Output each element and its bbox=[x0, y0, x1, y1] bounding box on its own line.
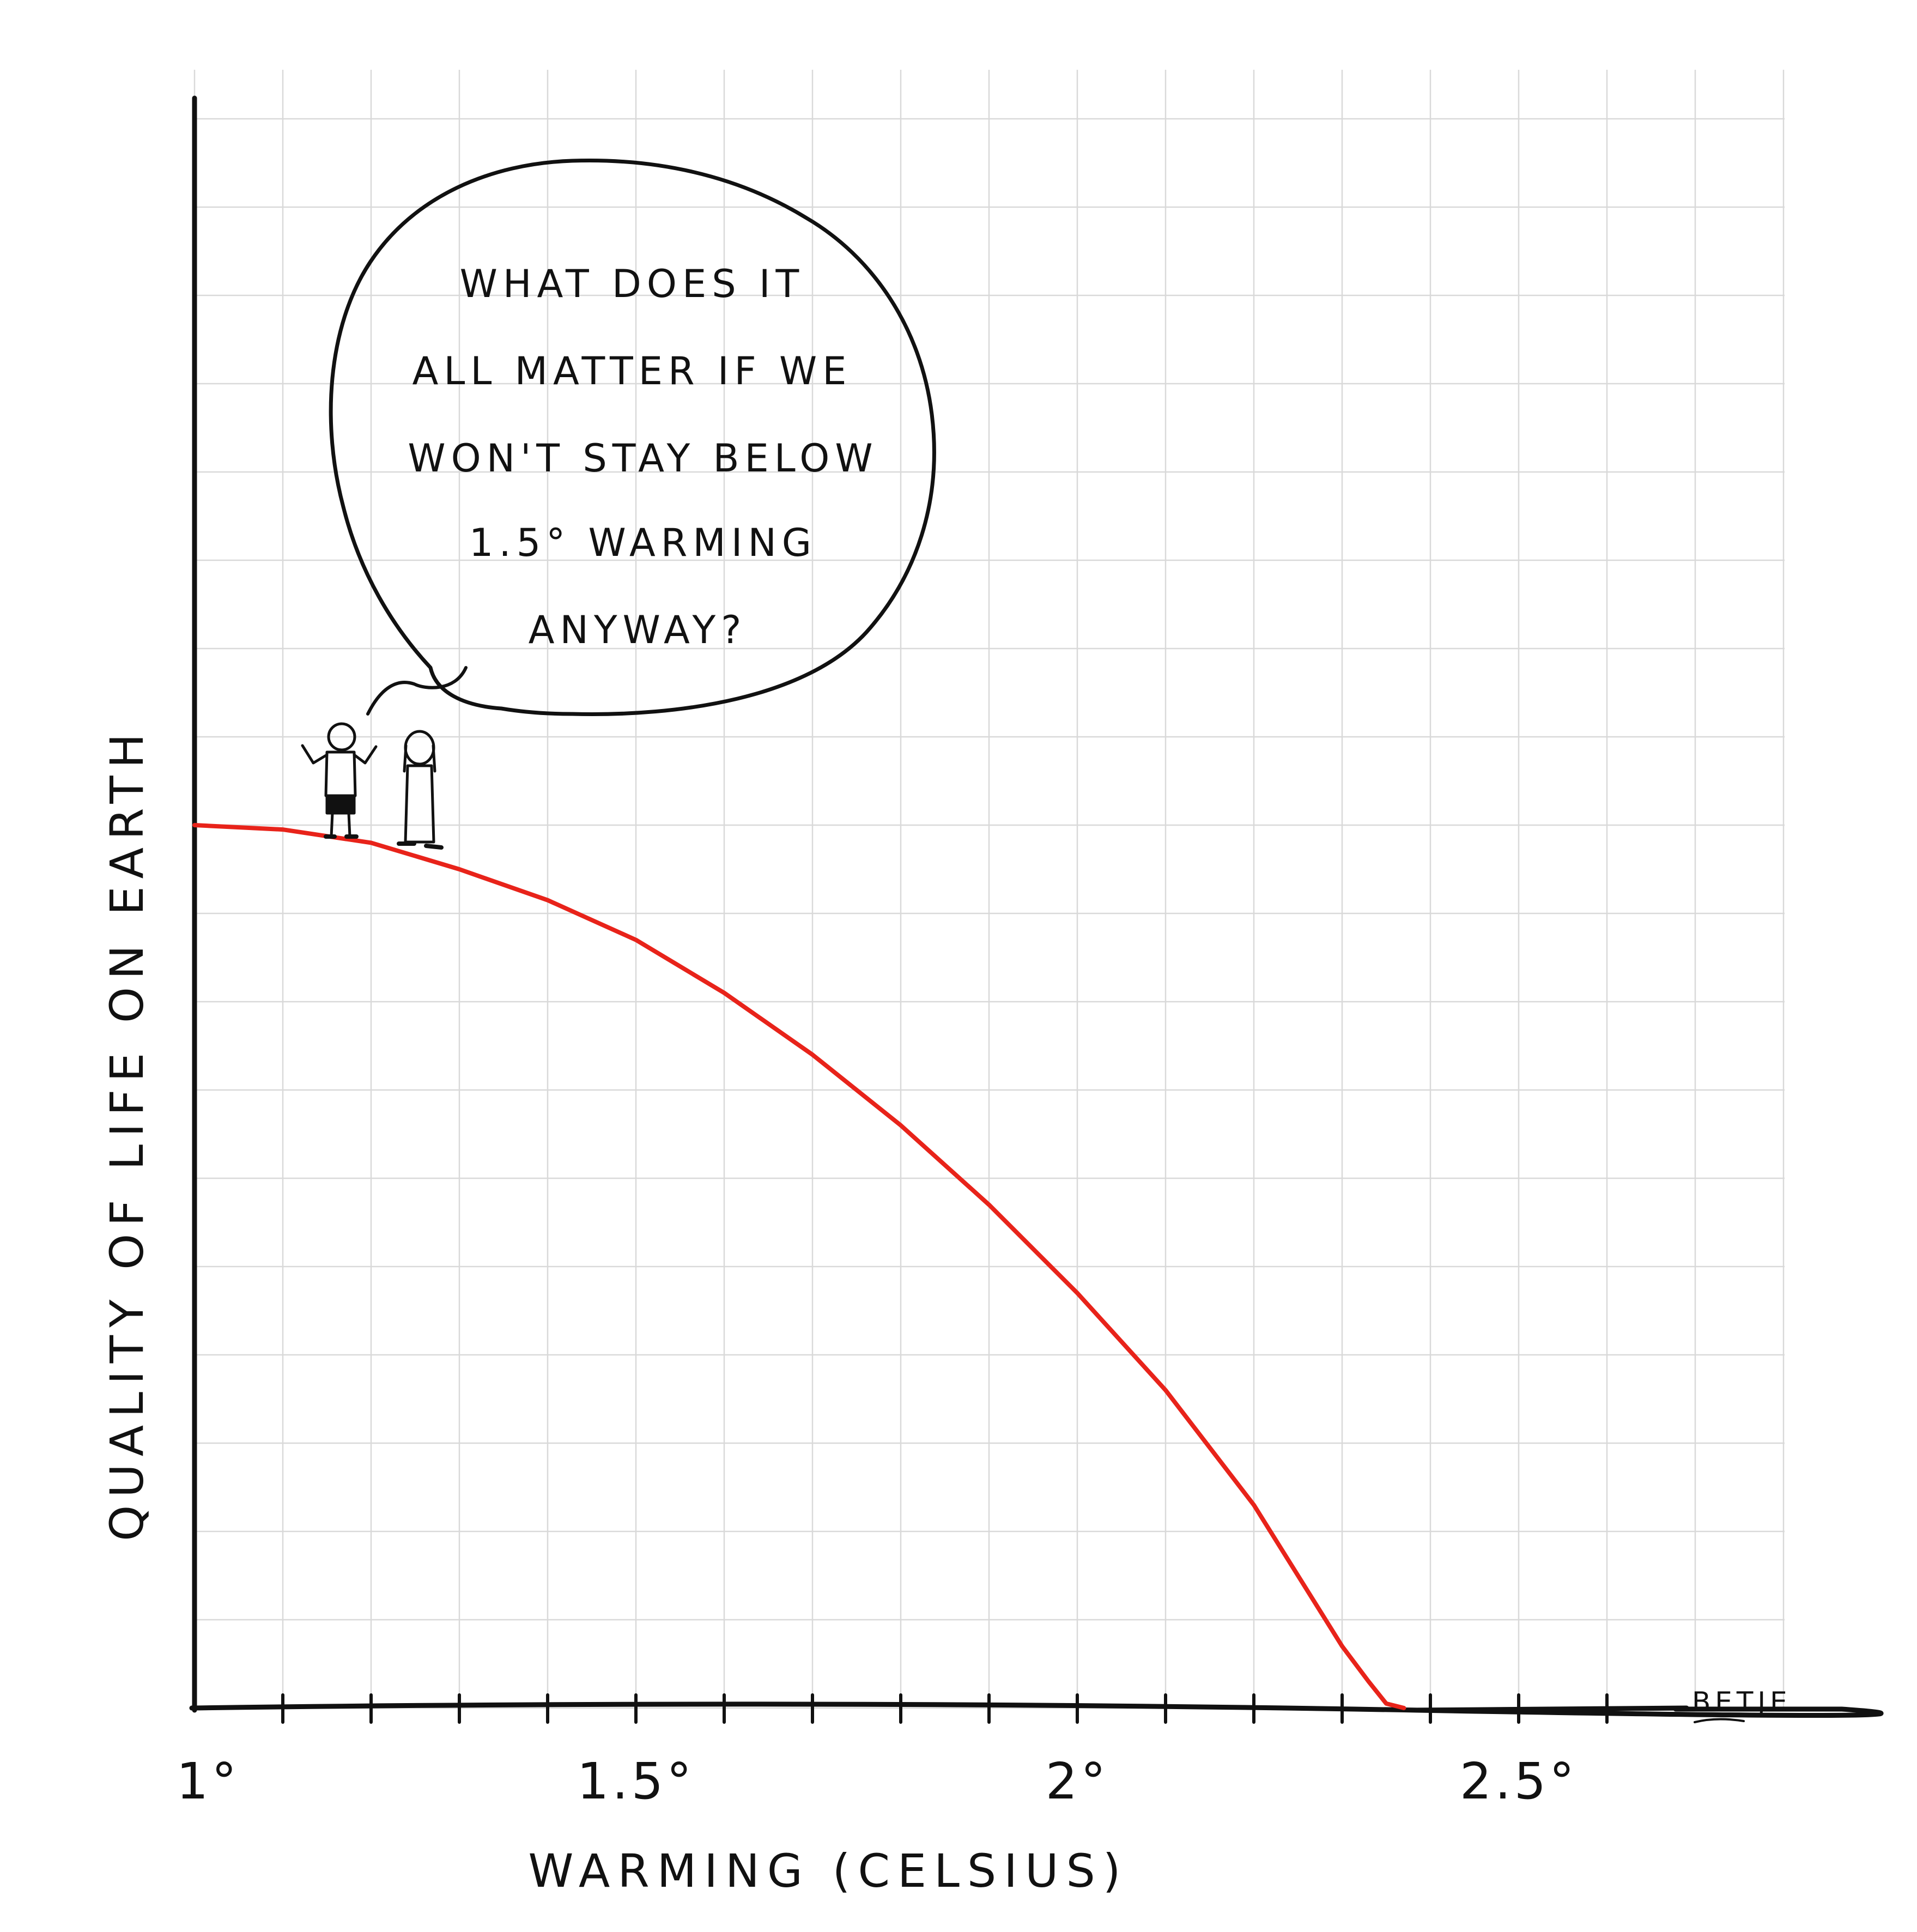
signature: BETJE bbox=[1692, 1686, 1792, 1723]
x-axis-ticks bbox=[281, 1693, 1609, 1724]
x-axis bbox=[189, 1701, 1884, 1718]
chart-axes bbox=[189, 95, 1884, 1718]
person-1-head-icon bbox=[327, 722, 356, 752]
x-tick-label: 2.5° bbox=[1460, 1752, 1578, 1810]
series-line-quality-of-life bbox=[192, 823, 1406, 1710]
figure-person-standing bbox=[397, 730, 444, 850]
speech-bubble-line-1: WHAT DOES IT bbox=[460, 262, 805, 306]
speech-bubble-line-4: 1.5° WARMING bbox=[469, 520, 817, 565]
speech-bubble-line-5: ANYWAY? bbox=[529, 608, 747, 652]
speech-bubble-line-3: WON'T STAY BELOW bbox=[408, 436, 878, 481]
x-tick-label: 1° bbox=[177, 1752, 240, 1810]
x-axis-label: WARMING (CELSIUS) bbox=[528, 1844, 1128, 1898]
x-axis-tail bbox=[1414, 1705, 1689, 1713]
y-axis-label: QUALITY OF LIFE ON EARTH bbox=[100, 726, 154, 1541]
x-axis-tick-labels: 1° 1.5° 2° 2.5° bbox=[177, 1752, 1578, 1810]
speech-bubble-tail bbox=[366, 666, 468, 716]
person-2-feet-icon bbox=[397, 841, 444, 850]
speech-bubble: WHAT DOES IT ALL MATTER IF WE WON'T STAY… bbox=[329, 159, 936, 716]
person-1-arms-icon bbox=[301, 744, 378, 765]
speech-bubble-outline bbox=[329, 159, 936, 716]
person-2-body-icon bbox=[404, 764, 435, 844]
x-tick-label: 2° bbox=[1046, 1752, 1109, 1810]
person-1-shorts-icon bbox=[325, 794, 356, 815]
person-2-hair-icon bbox=[403, 744, 436, 773]
figure-person-shrugging bbox=[301, 722, 378, 839]
x-tick-label: 1.5° bbox=[577, 1752, 695, 1810]
speech-bubble-line-2: ALL MATTER IF WE bbox=[412, 349, 852, 393]
chart-grid bbox=[193, 70, 1785, 1709]
signature-text: BETJE bbox=[1692, 1686, 1792, 1718]
person-1-legs-icon bbox=[330, 811, 351, 838]
person-1-body-icon bbox=[324, 750, 357, 797]
signature-underline bbox=[1694, 1718, 1745, 1723]
